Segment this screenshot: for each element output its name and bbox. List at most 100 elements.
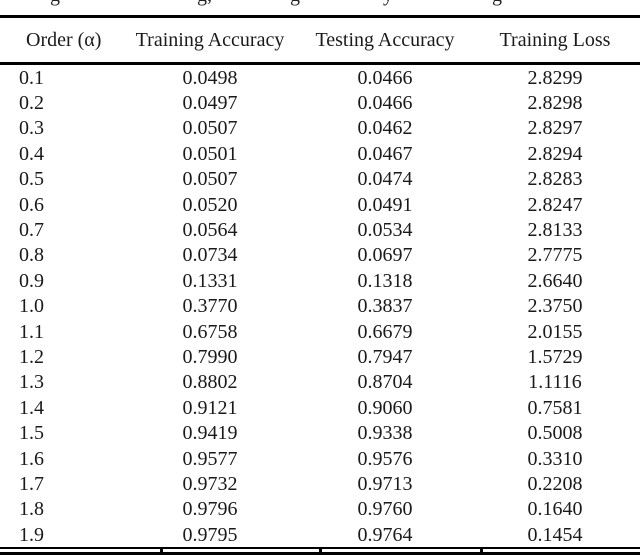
cell-testing-accuracy: 0.0474 bbox=[357, 168, 413, 191]
cell-training-accuracy: 0.9795 bbox=[182, 523, 238, 546]
cell-order-alpha: 0.6 bbox=[19, 193, 44, 216]
cell-training-accuracy: 0.9732 bbox=[182, 472, 238, 495]
cell-order-alpha: 1.6 bbox=[19, 447, 44, 470]
table-row: 0.4 0.0501 0.0467 2.8294 bbox=[0, 141, 640, 166]
cell-training-loss: 2.8299 bbox=[527, 66, 583, 89]
cell-order-alpha: 1.3 bbox=[19, 371, 44, 394]
cell-training-accuracy: 0.6758 bbox=[182, 320, 238, 343]
column-header-training-loss: Training Loss bbox=[470, 16, 640, 65]
cell-training-accuracy: 0.0507 bbox=[182, 117, 238, 140]
cell-testing-accuracy: 0.9060 bbox=[357, 396, 413, 419]
cell-training-accuracy: 0.0564 bbox=[182, 219, 238, 242]
cell-training-accuracy: 0.9121 bbox=[182, 396, 238, 419]
cell-order-alpha: 0.7 bbox=[19, 219, 44, 242]
cell-training-loss: 2.6640 bbox=[527, 269, 583, 292]
cell-testing-accuracy: 0.1318 bbox=[357, 269, 413, 292]
cell-order-alpha: 1.8 bbox=[19, 498, 44, 521]
cell-order-alpha: 1.2 bbox=[19, 345, 44, 368]
header-row: Order (α) Training Accuracy Testing Accura… bbox=[0, 16, 640, 65]
cell-training-loss: 0.5008 bbox=[527, 422, 583, 445]
cell-training-accuracy: 0.1331 bbox=[182, 269, 238, 292]
cell-training-accuracy: 0.8802 bbox=[182, 371, 238, 394]
cell-order-alpha: 0.8 bbox=[19, 244, 44, 267]
table-row: 1.2 0.7990 0.7947 1.5729 bbox=[0, 344, 640, 369]
table-row: 1.3 0.8802 0.8704 1.1116 bbox=[0, 370, 640, 395]
cell-training-loss: 2.0155 bbox=[527, 320, 583, 343]
cell-training-loss: 1.1116 bbox=[528, 371, 582, 394]
cell-training-loss: 2.3750 bbox=[527, 295, 583, 318]
table-row: 1.0 0.3770 0.3837 2.3750 bbox=[0, 294, 640, 319]
column-separator-tick bbox=[319, 547, 322, 555]
cell-training-loss: 2.7775 bbox=[527, 244, 583, 267]
cell-training-accuracy: 0.9419 bbox=[182, 422, 238, 445]
caption-fragment: g bbox=[492, 0, 502, 5]
cell-training-loss: 2.8297 bbox=[527, 117, 583, 140]
caption-fragment: g, bbox=[197, 0, 212, 5]
cell-testing-accuracy: 0.0697 bbox=[357, 244, 413, 267]
cell-testing-accuracy: 0.6679 bbox=[357, 320, 413, 343]
cell-testing-accuracy: 0.3837 bbox=[357, 295, 413, 318]
cell-order-alpha: 1.0 bbox=[19, 295, 44, 318]
cell-testing-accuracy: 0.9338 bbox=[357, 422, 413, 445]
cell-training-loss: 0.2208 bbox=[527, 472, 583, 495]
table-row: 1.1 0.6758 0.6679 2.0155 bbox=[0, 319, 640, 344]
cell-training-accuracy: 0.0497 bbox=[182, 92, 238, 115]
table-row: 0.8 0.0734 0.0697 2.7775 bbox=[0, 243, 640, 268]
column-header-testing-accuracy: Testing Accuracy bbox=[300, 16, 470, 65]
cell-training-loss: 0.1640 bbox=[527, 498, 583, 521]
cell-training-accuracy: 0.7990 bbox=[182, 345, 238, 368]
cell-testing-accuracy: 0.9576 bbox=[357, 447, 413, 470]
cell-training-loss: 2.8283 bbox=[527, 168, 583, 191]
cell-order-alpha: 0.1 bbox=[19, 66, 44, 89]
cell-training-loss: 0.7581 bbox=[527, 396, 583, 419]
table-row: 0.2 0.0497 0.0466 2.8298 bbox=[0, 90, 640, 115]
table-body: 0.1 0.0498 0.0466 2.8299 0.2 0.0497 0.0466 2.82… bbox=[0, 64, 640, 548]
cell-training-accuracy: 0.9796 bbox=[182, 498, 238, 521]
cell-training-loss: 0.3310 bbox=[527, 447, 583, 470]
cell-testing-accuracy: 0.9713 bbox=[357, 472, 413, 495]
cell-testing-accuracy: 0.7947 bbox=[357, 345, 413, 368]
cell-order-alpha: 1.7 bbox=[19, 472, 44, 495]
cell-training-accuracy: 0.0501 bbox=[182, 142, 238, 165]
cell-training-accuracy: 0.0520 bbox=[182, 193, 238, 216]
cell-training-loss: 0.1454 bbox=[527, 523, 583, 546]
cell-order-alpha: 1.4 bbox=[19, 396, 44, 419]
cell-testing-accuracy: 0.0466 bbox=[357, 92, 413, 115]
table-row: 1.5 0.9419 0.9338 0.5008 bbox=[0, 420, 640, 445]
cell-testing-accuracy: 0.0491 bbox=[357, 193, 413, 216]
cell-training-accuracy: 0.3770 bbox=[182, 295, 238, 318]
table-row: 0.9 0.1331 0.1318 2.6640 bbox=[0, 268, 640, 293]
cell-testing-accuracy: 0.9764 bbox=[357, 523, 413, 546]
cell-testing-accuracy: 0.0466 bbox=[357, 66, 413, 89]
cell-training-accuracy: 0.0734 bbox=[182, 244, 238, 267]
cell-training-accuracy: 0.9577 bbox=[182, 447, 238, 470]
table-row: 0.3 0.0507 0.0462 2.8297 bbox=[0, 116, 640, 141]
cell-order-alpha: 1.9 bbox=[19, 523, 44, 546]
cell-order-alpha: 0.4 bbox=[19, 142, 44, 165]
caption-fragment: g bbox=[50, 0, 60, 5]
table-row: 1.6 0.9577 0.9576 0.3310 bbox=[0, 446, 640, 471]
cell-order-alpha: 0.9 bbox=[19, 269, 44, 292]
cell-testing-accuracy: 0.0462 bbox=[357, 117, 413, 140]
caption-fragment: y bbox=[383, 0, 393, 5]
cell-order-alpha: 0.5 bbox=[19, 168, 44, 191]
cell-testing-accuracy: 0.0467 bbox=[357, 142, 413, 165]
table-row: 0.7 0.0564 0.0534 2.8133 bbox=[0, 217, 640, 242]
table-row: 1.7 0.9732 0.9713 0.2208 bbox=[0, 471, 640, 496]
column-header-training-accuracy: Training Accuracy bbox=[120, 16, 300, 65]
cell-order-alpha: 1.5 bbox=[19, 422, 44, 445]
cell-testing-accuracy: 0.9760 bbox=[357, 498, 413, 521]
results-table: Order (α) Training Accuracy Testing Accura… bbox=[0, 15, 640, 547]
cell-training-loss: 2.8133 bbox=[527, 219, 583, 242]
column-separator-tick bbox=[480, 547, 483, 555]
cell-order-alpha: 1.1 bbox=[19, 320, 44, 343]
table-row: 1.4 0.9121 0.9060 0.7581 bbox=[0, 395, 640, 420]
cell-training-loss: 2.8247 bbox=[527, 193, 583, 216]
cell-order-alpha: 0.2 bbox=[19, 92, 44, 115]
clipped-caption: g g, g y g bbox=[0, 0, 640, 8]
table-row: 1.8 0.9796 0.9760 0.1640 bbox=[0, 497, 640, 522]
column-separator-tick bbox=[160, 547, 163, 555]
cell-training-accuracy: 0.0498 bbox=[182, 66, 238, 89]
column-header-order-alpha: Order (α) bbox=[0, 16, 120, 65]
table-row: 0.5 0.0507 0.0474 2.8283 bbox=[0, 167, 640, 192]
